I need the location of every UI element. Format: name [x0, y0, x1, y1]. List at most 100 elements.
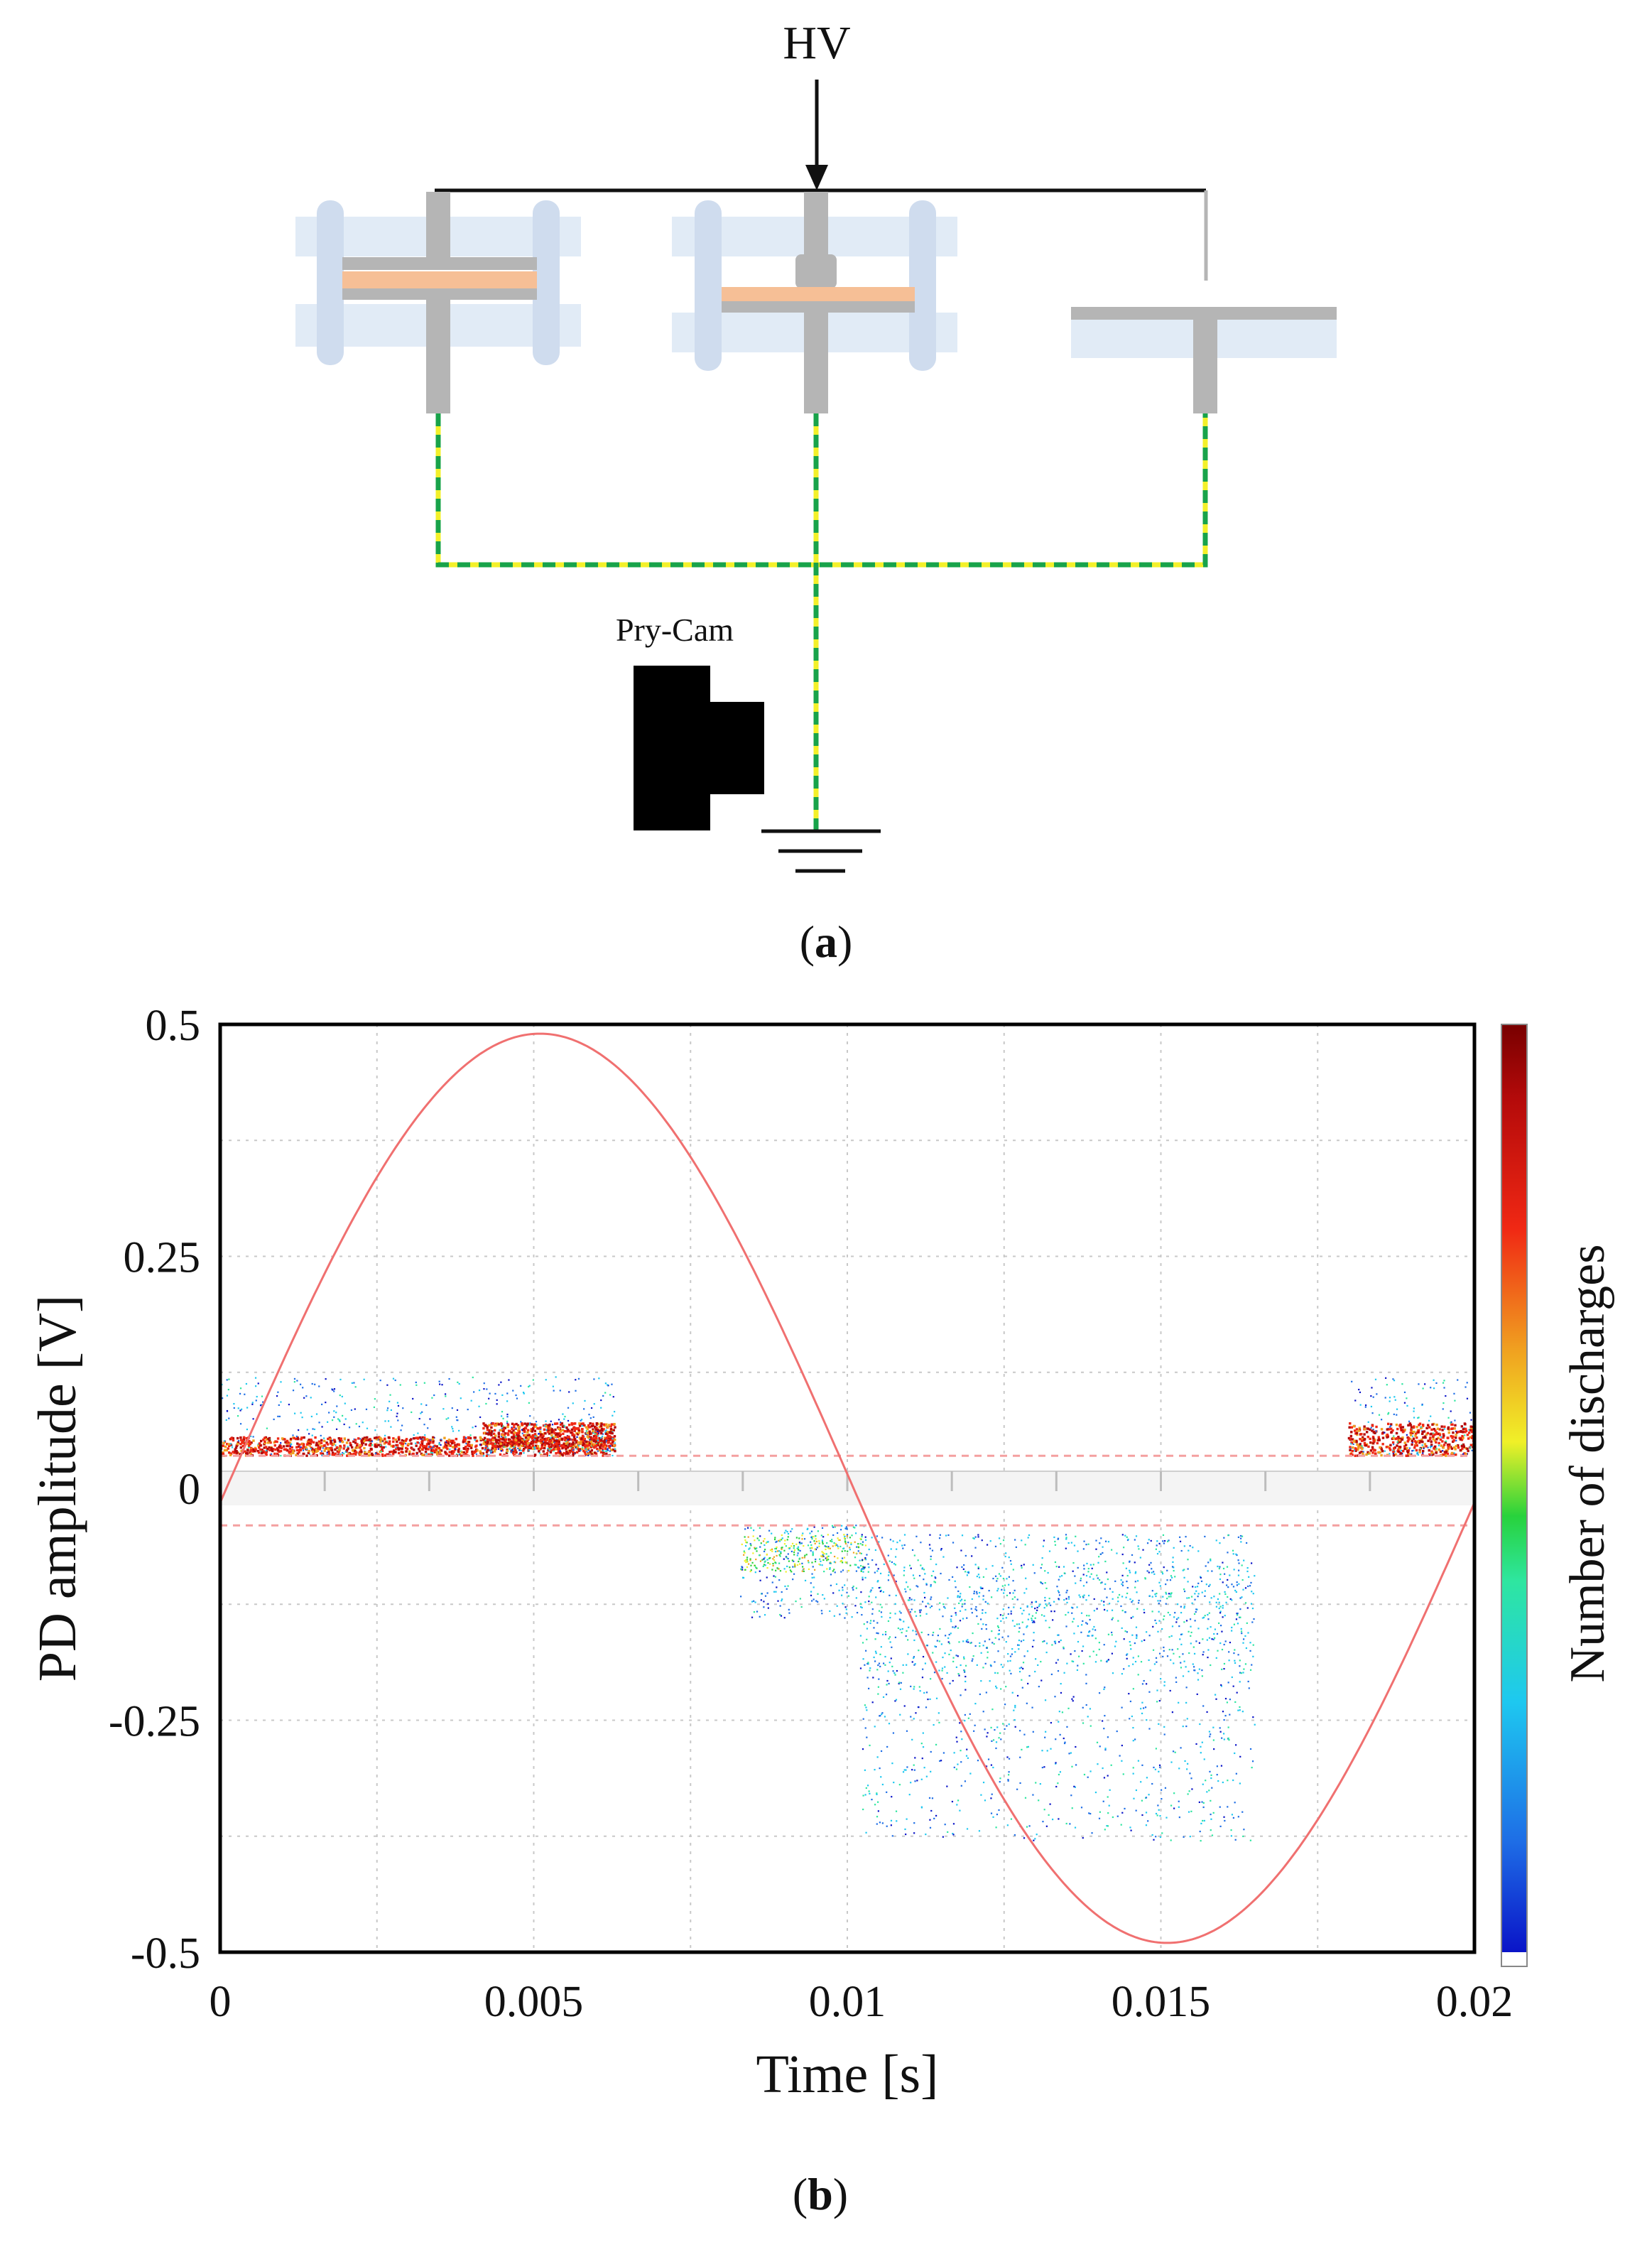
- discharge-point: [1232, 1816, 1234, 1819]
- discharge-point: [833, 1615, 835, 1617]
- discharge-point: [1252, 1716, 1254, 1718]
- discharge-point: [1208, 1790, 1210, 1792]
- discharge-point: [1231, 1630, 1233, 1632]
- discharge-point: [966, 1574, 969, 1576]
- discharge-point: [358, 1425, 361, 1428]
- discharge-point: [396, 1402, 399, 1404]
- cell2-bottom-rod: [804, 311, 828, 413]
- discharge-point: [568, 1451, 572, 1454]
- discharge-point: [1391, 1437, 1394, 1441]
- discharge-point: [817, 1593, 819, 1595]
- discharge-point: [1141, 1701, 1143, 1704]
- discharge-point: [1207, 1649, 1210, 1651]
- discharge-point: [964, 1603, 966, 1605]
- discharge-point: [1235, 1744, 1237, 1746]
- discharge-point: [798, 1537, 800, 1539]
- discharge-point: [1044, 1582, 1046, 1584]
- discharge-point: [957, 1763, 959, 1765]
- discharge-point: [1082, 1645, 1085, 1647]
- discharge-point: [1466, 1434, 1469, 1436]
- discharge-point: [786, 1556, 788, 1559]
- discharge-point: [963, 1656, 965, 1658]
- discharge-point: [361, 1439, 364, 1442]
- discharge-point: [985, 1647, 988, 1649]
- discharge-point: [1371, 1387, 1373, 1389]
- discharge-point: [1178, 1800, 1180, 1802]
- discharge-point: [1199, 1830, 1201, 1833]
- discharge-point: [1423, 1443, 1427, 1446]
- discharge-point: [1097, 1561, 1099, 1564]
- discharge-point: [778, 1568, 780, 1570]
- discharge-point: [246, 1429, 249, 1431]
- discharge-point: [784, 1539, 786, 1542]
- discharge-point: [366, 1436, 369, 1439]
- discharge-point: [401, 1439, 404, 1442]
- discharge-point: [1238, 1583, 1240, 1585]
- discharge-point: [775, 1547, 777, 1550]
- discharge-point: [540, 1444, 543, 1448]
- discharge-point: [1077, 1550, 1079, 1552]
- discharge-point: [1192, 1547, 1194, 1549]
- discharge-point: [1197, 1593, 1200, 1595]
- discharge-point: [920, 1609, 922, 1611]
- discharge-point: [868, 1790, 870, 1792]
- discharge-point: [561, 1425, 565, 1429]
- discharge-point: [1153, 1839, 1155, 1841]
- discharge-point: [582, 1444, 585, 1446]
- discharge-point: [433, 1449, 436, 1452]
- discharge-point: [533, 1439, 536, 1441]
- discharge-point: [1058, 1598, 1060, 1600]
- discharge-point: [385, 1446, 387, 1448]
- discharge-point: [580, 1449, 582, 1451]
- discharge-point: [959, 1620, 962, 1622]
- discharge-point: [930, 1605, 933, 1608]
- discharge-point: [1435, 1382, 1438, 1385]
- discharge-point: [1042, 1545, 1045, 1547]
- discharge-point: [1235, 1591, 1237, 1593]
- discharge-point: [558, 1419, 560, 1421]
- discharge-point: [857, 1543, 859, 1545]
- discharge-point: [1359, 1443, 1362, 1446]
- discharge-point: [1186, 1768, 1188, 1770]
- discharge-point: [1137, 1655, 1140, 1657]
- discharge-point: [420, 1438, 422, 1440]
- discharge-point: [1437, 1436, 1440, 1439]
- discharge-point: [861, 1568, 863, 1570]
- discharge-point: [994, 1661, 996, 1663]
- discharge-point: [989, 1638, 991, 1640]
- discharge-point: [1248, 1576, 1250, 1578]
- discharge-point: [1131, 1601, 1133, 1603]
- discharge-point: [606, 1431, 609, 1434]
- discharge-point: [423, 1436, 426, 1439]
- discharge-point: [271, 1448, 275, 1451]
- discharge-point: [1202, 1638, 1204, 1640]
- discharge-point: [1229, 1598, 1232, 1601]
- discharge-point: [862, 1566, 864, 1568]
- discharge-point: [596, 1442, 598, 1444]
- discharge-point: [891, 1763, 893, 1765]
- discharge-point: [500, 1424, 504, 1427]
- discharge-point: [769, 1563, 771, 1565]
- discharge-point: [1055, 1566, 1058, 1568]
- discharge-point: [519, 1452, 522, 1455]
- discharge-point: [763, 1606, 765, 1608]
- discharge-point: [499, 1441, 502, 1444]
- discharge-point: [239, 1436, 242, 1439]
- discharge-point: [437, 1451, 440, 1454]
- discharge-point: [798, 1560, 800, 1563]
- discharge-point: [558, 1432, 561, 1435]
- discharge-point: [895, 1699, 898, 1701]
- discharge-point: [831, 1540, 833, 1543]
- discharge-point: [1223, 1662, 1226, 1665]
- discharge-point: [609, 1425, 612, 1428]
- discharge-point: [874, 1804, 876, 1806]
- discharge-point: [891, 1835, 893, 1837]
- discharge-point: [1216, 1633, 1219, 1635]
- discharge-point: [758, 1554, 761, 1556]
- discharge-point: [605, 1429, 607, 1431]
- discharge-point: [1021, 1566, 1023, 1569]
- discharge-point: [256, 1449, 259, 1453]
- discharge-point: [578, 1436, 582, 1439]
- discharge-point: [789, 1569, 792, 1571]
- discharge-point: [1444, 1441, 1447, 1444]
